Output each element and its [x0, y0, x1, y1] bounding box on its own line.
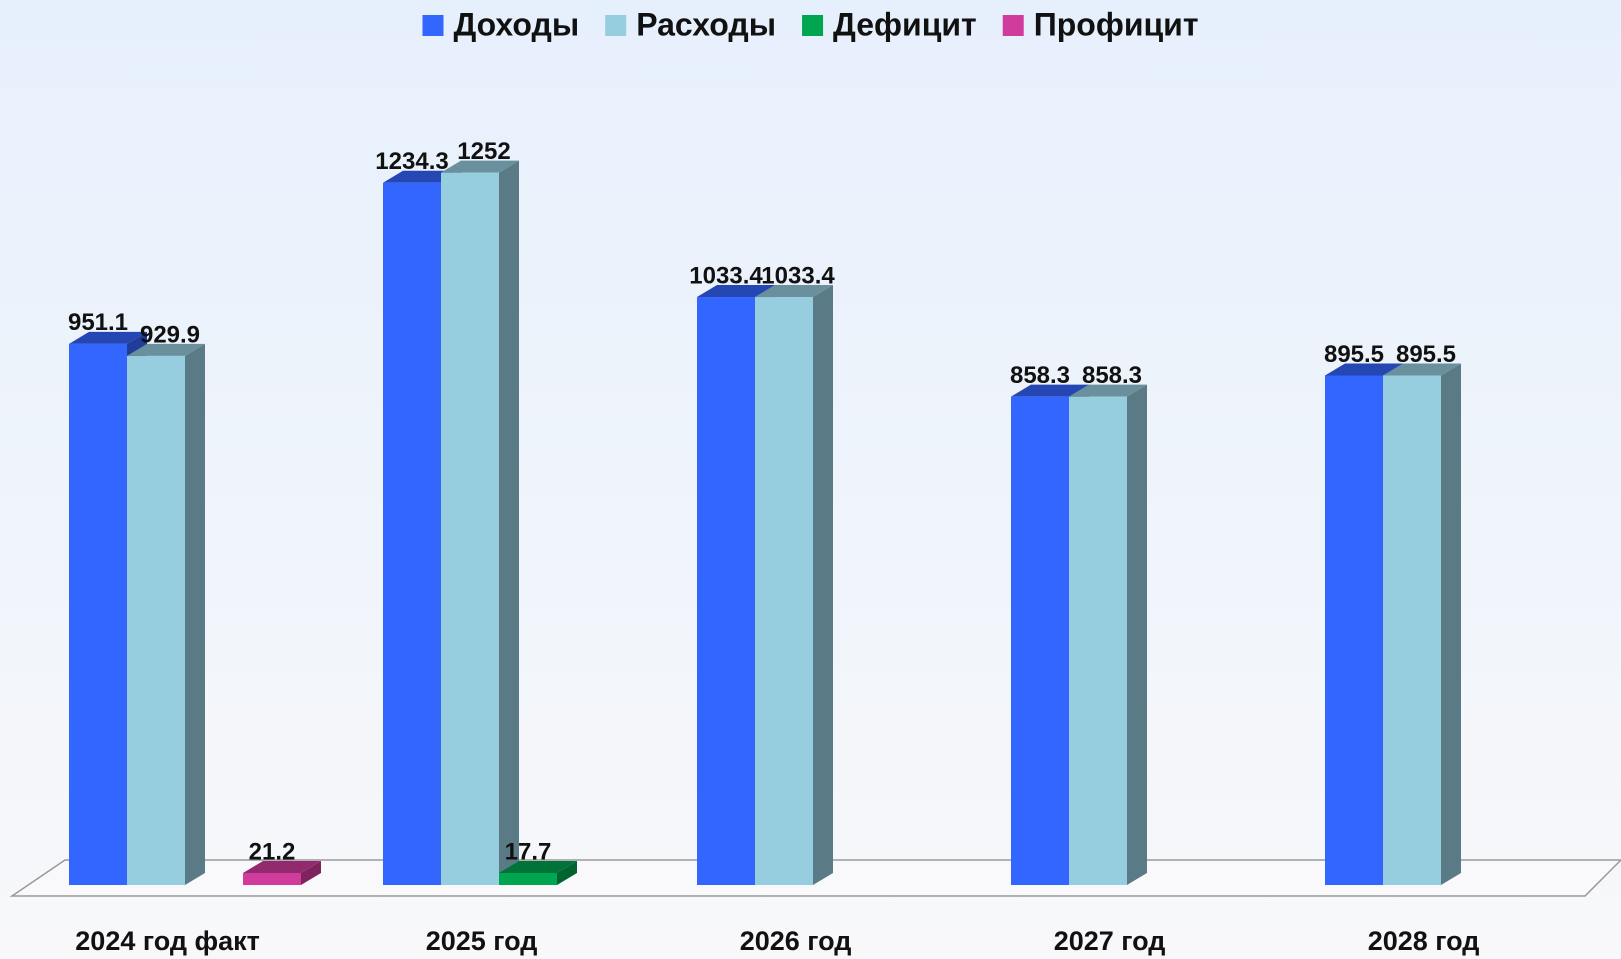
bar	[1069, 396, 1127, 885]
bar-side	[813, 285, 833, 886]
x-tick-label: 2027 год	[1054, 926, 1166, 956]
bar	[383, 182, 441, 886]
data-label: 895.5	[1396, 341, 1456, 368]
bar-top	[1383, 363, 1461, 376]
legend-swatch	[422, 15, 444, 36]
bar	[697, 297, 755, 886]
x-tick-label: 2026 год	[740, 926, 852, 956]
legend-label: Дефицит	[833, 6, 977, 42]
bar	[69, 343, 127, 885]
bar	[499, 873, 557, 885]
x-tick-label: 2028 год	[1368, 926, 1480, 956]
bar	[1011, 396, 1069, 885]
legend-label: Профицит	[1034, 6, 1199, 42]
bar-top	[697, 285, 775, 298]
bar-top	[1325, 363, 1403, 376]
bar	[441, 172, 499, 886]
data-label: 1033.4	[689, 262, 763, 289]
bar-top	[69, 331, 147, 344]
data-label: 951.1	[68, 309, 128, 336]
bar-top	[441, 160, 519, 173]
bar	[755, 297, 813, 886]
bar-side	[1441, 363, 1461, 885]
bar	[127, 355, 185, 886]
bar-top	[755, 285, 833, 298]
x-tick-label: 2024 год факт	[75, 926, 260, 956]
bar-top	[1011, 384, 1089, 397]
legend-swatch	[605, 15, 627, 36]
data-label: 21.2	[249, 838, 296, 865]
legend-swatch	[802, 15, 824, 36]
data-label: 895.5	[1324, 341, 1384, 368]
bar	[1383, 375, 1441, 885]
data-label: 929.9	[140, 321, 200, 348]
bar-side	[1127, 384, 1147, 885]
data-label: 17.7	[505, 838, 552, 865]
data-label: 1252	[457, 138, 510, 165]
bar-side	[185, 343, 205, 886]
bar-top	[127, 343, 205, 356]
bar-side	[499, 160, 519, 886]
data-label: 858.3	[1010, 362, 1070, 389]
bar-top	[1069, 384, 1147, 397]
bar	[1325, 375, 1383, 885]
legend-label: Расходы	[636, 6, 776, 42]
bar-side	[301, 860, 321, 885]
legend-swatch	[1002, 15, 1024, 36]
bar-side	[557, 861, 577, 885]
bar-top	[243, 860, 321, 873]
bar-top	[499, 861, 577, 873]
legend-label: Доходы	[453, 6, 579, 42]
data-label: 858.3	[1082, 362, 1142, 389]
bar	[243, 872, 301, 885]
data-label: 1033.4	[761, 262, 835, 289]
x-tick-label: 2025 год	[426, 926, 538, 956]
data-label: 1234.3	[375, 148, 448, 175]
